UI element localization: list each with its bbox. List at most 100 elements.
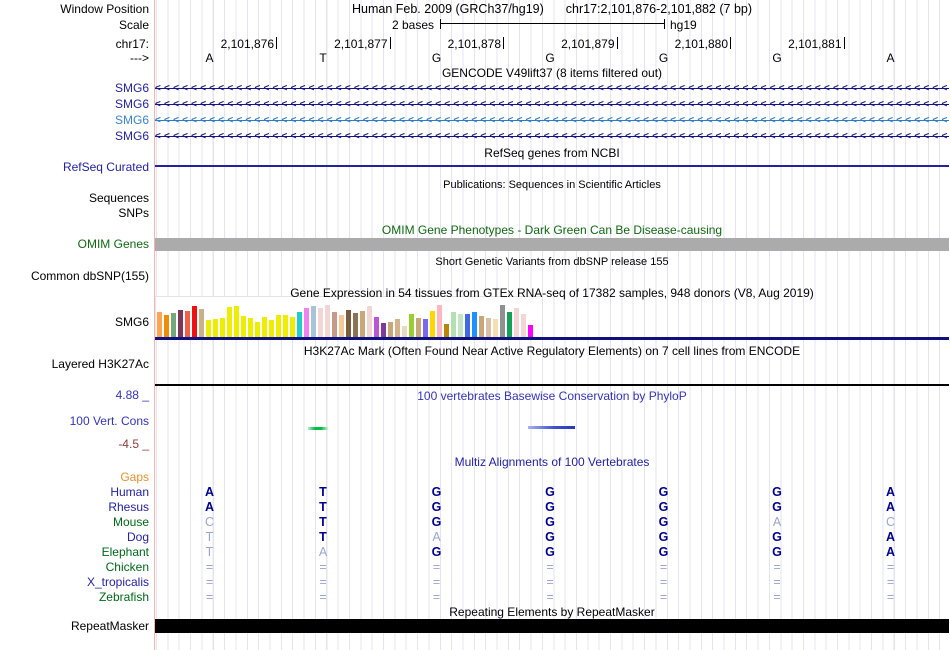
alignment-base[interactable]: = xyxy=(205,575,214,589)
phylop-score-mark-green[interactable] xyxy=(308,427,328,430)
alignment-base[interactable]: G xyxy=(658,485,669,499)
alignment-base[interactable]: G xyxy=(658,500,669,514)
gtex-tissue-bar[interactable] xyxy=(185,311,190,337)
alignment-base[interactable]: = xyxy=(205,560,214,574)
gtex-tissue-bar[interactable] xyxy=(290,317,295,337)
gtex-tissue-bar[interactable] xyxy=(388,322,393,337)
omim-genes-label[interactable]: OMIM Genes xyxy=(77,237,149,251)
alignment-base[interactable]: A xyxy=(204,500,215,514)
gtex-tissue-bar[interactable] xyxy=(507,312,512,337)
gtex-tissue-bar[interactable] xyxy=(444,324,449,337)
gtex-tissue-bar[interactable] xyxy=(297,312,302,337)
alignment-base[interactable]: = xyxy=(773,575,781,589)
gtex-tissue-bar[interactable] xyxy=(458,314,463,337)
alignment-base[interactable]: G xyxy=(545,500,555,514)
gencode-gene-item[interactable]: <<<<<<<<<<<<<<<<<<<<<<<<<<<<<<<<<<<<<<<<… xyxy=(155,130,949,143)
alignment-base[interactable]: T xyxy=(319,515,327,529)
gtex-tissue-bar[interactable] xyxy=(423,319,428,337)
gtex-tissue-bar[interactable] xyxy=(381,323,386,337)
gtex-tissue-bar[interactable] xyxy=(304,308,309,337)
gtex-tissue-bar[interactable] xyxy=(451,312,456,337)
gtex-tissue-bar[interactable] xyxy=(206,320,211,337)
gtex-tissue-bar[interactable] xyxy=(220,318,225,337)
multiz-species-label[interactable]: Rhesus xyxy=(108,500,149,514)
gtex-tissue-bar[interactable] xyxy=(514,308,519,337)
repeatmasker-element-bar[interactable] xyxy=(155,619,949,633)
alignment-base[interactable]: T xyxy=(319,530,327,544)
alignment-base[interactable]: A xyxy=(885,545,896,559)
alignment-base[interactable]: A xyxy=(772,515,782,529)
alignment-base[interactable]: G xyxy=(545,485,555,499)
multiz-species-label[interactable]: Chicken xyxy=(105,560,149,574)
layered-h3k27ac-label[interactable]: Layered H3K27Ac xyxy=(51,357,149,371)
multiz-species-label[interactable]: Zebrafish xyxy=(98,590,149,604)
alignment-base[interactable]: G xyxy=(772,530,782,544)
alignment-base[interactable]: T xyxy=(319,485,327,499)
gencode-gene-item[interactable]: <<<<<<<<<<<<<<<<<<<<<<<<<<<<<<<<<<<<<<<<… xyxy=(155,82,949,95)
gtex-tissue-bar[interactable] xyxy=(262,317,267,337)
gencode-gene-label[interactable]: SMG6 xyxy=(114,97,149,111)
gtex-tissue-bar[interactable] xyxy=(178,310,183,337)
alignment-base[interactable]: T xyxy=(205,530,214,544)
alignment-base[interactable]: A xyxy=(204,485,215,499)
alignment-base[interactable]: A xyxy=(885,530,896,544)
refseq-curated-label[interactable]: RefSeq Curated xyxy=(62,160,149,174)
alignment-base[interactable]: G xyxy=(431,545,442,559)
alignment-base[interactable]: = xyxy=(659,560,668,574)
gtex-tissue-bar[interactable] xyxy=(416,318,421,337)
gtex-tissue-bar[interactable] xyxy=(248,318,253,337)
alignment-base[interactable]: = xyxy=(432,590,441,604)
gtex-tissue-bar[interactable] xyxy=(360,311,365,337)
alignment-base[interactable]: = xyxy=(319,575,327,589)
gtex-tissue-bar[interactable] xyxy=(199,309,204,337)
alignment-base[interactable]: A xyxy=(885,500,896,514)
gtex-tissue-bar[interactable] xyxy=(367,306,372,337)
gtex-tissue-bar[interactable] xyxy=(486,318,491,337)
alignment-base[interactable]: A xyxy=(885,485,896,499)
omim-gene-bar[interactable] xyxy=(155,238,949,251)
alignment-base[interactable]: G xyxy=(545,515,555,529)
common-dbsnp-label[interactable]: Common dbSNP(155) xyxy=(30,269,149,283)
gencode-gene-label[interactable]: SMG6 xyxy=(114,113,149,127)
alignment-base[interactable]: = xyxy=(886,590,895,604)
alignment-base[interactable]: G xyxy=(772,485,782,499)
multiz-species-label[interactable]: Human xyxy=(110,485,149,499)
conservation-track-label[interactable]: 100 Vert. Cons xyxy=(69,414,149,428)
alignment-base[interactable]: G xyxy=(772,545,782,559)
sequences-track-label[interactable]: Sequences xyxy=(88,191,149,205)
gtex-tissue-bar[interactable] xyxy=(437,305,442,337)
alignment-base[interactable]: = xyxy=(546,575,554,589)
gtex-tissue-bar[interactable] xyxy=(269,320,274,337)
alignment-base[interactable]: G xyxy=(431,515,442,529)
multiz-gaps-label[interactable]: Gaps xyxy=(120,470,149,484)
strand-label[interactable]: ---> xyxy=(130,51,149,65)
alignment-base[interactable]: A xyxy=(318,545,328,559)
alignment-base[interactable]: T xyxy=(319,500,327,514)
alignment-base[interactable]: G xyxy=(431,500,442,514)
alignment-base[interactable]: G xyxy=(772,500,782,514)
gtex-tissue-bar[interactable] xyxy=(528,325,533,337)
alignment-base[interactable]: = xyxy=(319,560,327,574)
gtex-tissue-bar[interactable] xyxy=(164,315,169,337)
gtex-tissue-bar[interactable] xyxy=(339,315,344,337)
gencode-gene-item[interactable]: <<<<<<<<<<<<<<<<<<<<<<<<<<<<<<<<<<<<<<<<… xyxy=(155,114,949,127)
gtex-gene-model-bar[interactable] xyxy=(155,337,949,340)
gtex-tissue-bar[interactable] xyxy=(255,322,260,337)
alignment-base[interactable]: G xyxy=(431,485,442,499)
gtex-tissue-bar[interactable] xyxy=(311,306,316,337)
gtex-tissue-bar[interactable] xyxy=(465,314,470,337)
gtex-tissue-bar[interactable] xyxy=(325,305,330,337)
alignment-base[interactable]: = xyxy=(773,560,781,574)
gtex-tissue-bar[interactable] xyxy=(283,315,288,337)
gtex-tissue-bar[interactable] xyxy=(171,313,176,337)
gtex-tissue-bar[interactable] xyxy=(395,319,400,337)
gtex-tissue-bar[interactable] xyxy=(479,316,484,337)
multiz-species-label[interactable]: Mouse xyxy=(112,515,149,529)
alignment-base[interactable]: G xyxy=(658,530,669,544)
phylop-score-mark-blue[interactable] xyxy=(528,426,575,429)
alignment-base[interactable]: = xyxy=(432,575,441,589)
gtex-tissue-bar[interactable] xyxy=(521,314,526,337)
alignment-base[interactable]: = xyxy=(773,590,781,604)
alignment-base[interactable]: = xyxy=(546,560,554,574)
alignment-base[interactable]: = xyxy=(886,560,895,574)
